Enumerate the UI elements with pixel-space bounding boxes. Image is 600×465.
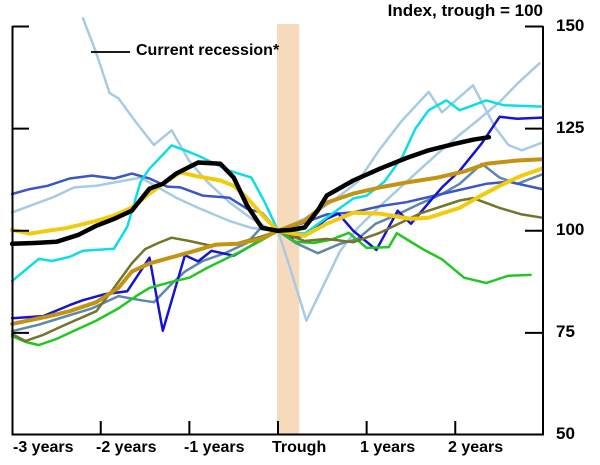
x-tick-label-minus2: -2 years bbox=[96, 439, 157, 456]
legend-current-recession-label: Current recession* bbox=[136, 42, 280, 59]
y-tick-label-50: 50 bbox=[556, 424, 575, 443]
series-current_black_thick bbox=[9, 134, 492, 247]
x-tick-label-minus1: -1 years bbox=[184, 439, 245, 456]
series-past_recession_green bbox=[10, 229, 532, 347]
series-past_recession_cyan bbox=[10, 99, 544, 283]
x-tick-label-trough: Trough bbox=[272, 439, 327, 456]
series-average_dark_gold bbox=[10, 157, 545, 326]
legend-pointer-line bbox=[91, 51, 130, 53]
y-tick-label-125: 125 bbox=[556, 118, 585, 137]
series-average_yellow bbox=[10, 166, 545, 238]
x-tick-label-plus1: 1 years bbox=[360, 439, 416, 456]
y-tick-label-150: 150 bbox=[556, 16, 585, 35]
chart-title: Index, trough = 100 bbox=[387, 1, 543, 20]
y-tick-label-100: 100 bbox=[556, 220, 585, 239]
y-tick-label-75: 75 bbox=[556, 322, 575, 341]
series-current_recession bbox=[81, 17, 541, 322]
x-tick-label-plus2: 2 years bbox=[448, 439, 504, 456]
x-tick-label-minus3: -3 years bbox=[13, 439, 74, 456]
